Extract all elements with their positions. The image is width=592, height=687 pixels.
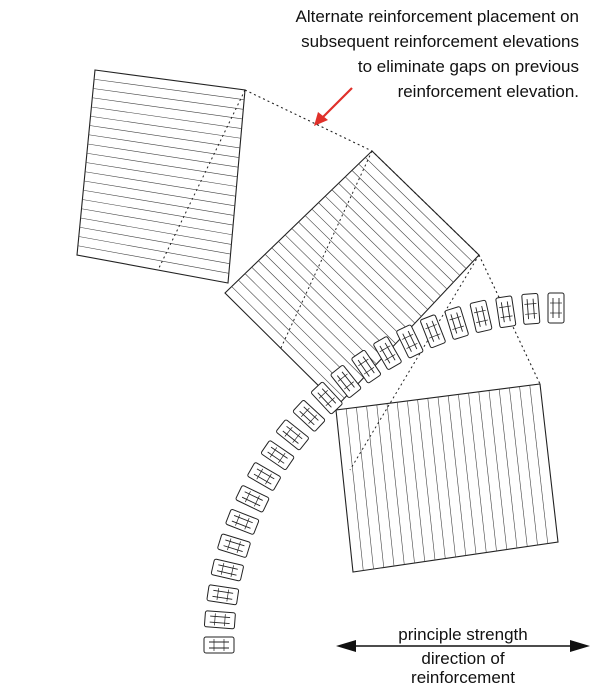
facing-block [351,349,381,384]
facing-block [260,440,295,470]
direction-label: direction of [421,649,504,668]
panel-top [76,69,246,284]
facing-block [225,509,260,535]
facing-block [203,636,235,654]
facing-block [396,324,424,359]
annotation-text: Alternate reinforcement placement on sub… [296,7,580,101]
annotation-line-3: to eliminate gaps on previous [358,57,579,76]
panel-lower [335,254,559,573]
facing-block [210,558,244,582]
facing-block [292,400,326,432]
reinforcement-panels [76,69,559,573]
facing-block [276,419,309,451]
facing-block [206,584,240,606]
facing-block [217,533,251,558]
facing-blocks [203,292,565,654]
facing-block [330,365,362,398]
reinforcement-label: reinforcement [411,668,515,687]
facing-block [547,292,565,324]
annotation-line-2: subsequent reinforcement elevations [301,32,579,51]
annotation-arrow [314,87,353,126]
annotation-line-4: reinforcement elevation. [398,82,579,101]
strength-arrow [336,640,590,652]
facing-block [373,336,402,370]
facing-block [521,292,541,325]
facing-block [469,299,493,333]
facing-block [444,306,469,340]
panel-middle [224,150,480,406]
facing-block [247,462,281,491]
facing-block [235,485,270,513]
facing-block [311,381,343,415]
strength-label: principle strength [398,625,527,644]
facing-block [420,314,446,349]
annotation-line-1: Alternate reinforcement placement on [296,7,580,26]
facing-block [203,610,236,630]
facing-block [495,295,517,329]
